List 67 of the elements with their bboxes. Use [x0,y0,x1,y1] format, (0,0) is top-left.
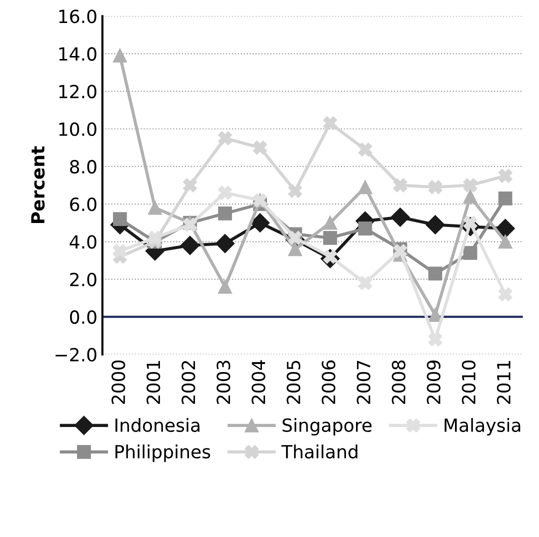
point [498,234,512,249]
x-tick-label: 2003 [216,360,230,404]
point [358,180,372,194]
y-tick-label: 0.0 [70,310,96,324]
point [426,215,445,234]
point [218,186,232,200]
point [498,287,512,302]
point [428,308,442,322]
y-tick-label: 16.0 [59,10,96,24]
x-tick-label: 2011 [496,360,511,404]
point [498,168,512,183]
point [288,184,302,198]
point [218,131,232,146]
y-tick-label: 10.0 [59,122,96,136]
point [148,230,162,245]
point [323,216,338,230]
point [288,230,302,245]
point [253,140,268,155]
point [323,116,338,130]
y-tick-label: 12.0 [59,84,96,98]
point [183,178,197,192]
x-tick-label: 2001 [146,360,160,404]
y-tick-label: 6.0 [70,198,96,212]
point [112,244,127,258]
point [112,48,127,63]
x-tick-label: 2007 [356,360,370,404]
x-tick-label: 2002 [182,361,196,404]
point [180,236,200,255]
point [393,178,408,192]
point [428,332,442,346]
point [112,212,127,226]
y-tick-label: 4.0 [70,235,96,249]
point [216,234,235,254]
point [358,142,372,156]
x-tick-label: 2009 [426,360,440,404]
legend-label: Thailand [281,444,358,459]
point [463,190,478,204]
point [250,213,270,232]
legend-label: Philippines [116,444,210,462]
point [463,178,478,192]
point [218,280,232,294]
point [323,230,338,245]
y-tick-label: 8.0 [70,160,96,174]
point [390,208,410,227]
point [428,266,442,281]
point [496,218,515,238]
point [218,206,232,220]
legend-label: Indonesia [116,418,200,432]
legend-label: Malaysia [444,418,520,436]
x-tick-label: 2006 [322,360,336,404]
point [428,180,442,194]
point [288,242,302,256]
y-tick-label: −2.0 [56,348,96,362]
point [463,246,478,260]
x-tick-label: 2005 [286,360,300,404]
y-tick-label: 2.0 [70,272,96,286]
point [358,276,372,290]
x-tick-label: 2004 [252,360,266,404]
y-axis-title: Percent [31,146,45,224]
y-tick-label: 14.0 [59,47,96,61]
x-tick-label: 2008 [392,360,406,404]
x-tick-label: 2000 [112,360,126,404]
point [358,222,372,236]
point [498,191,512,206]
x-tick-label: 2010 [462,360,476,404]
legend-label: Singapore [282,418,372,436]
point [148,200,162,215]
